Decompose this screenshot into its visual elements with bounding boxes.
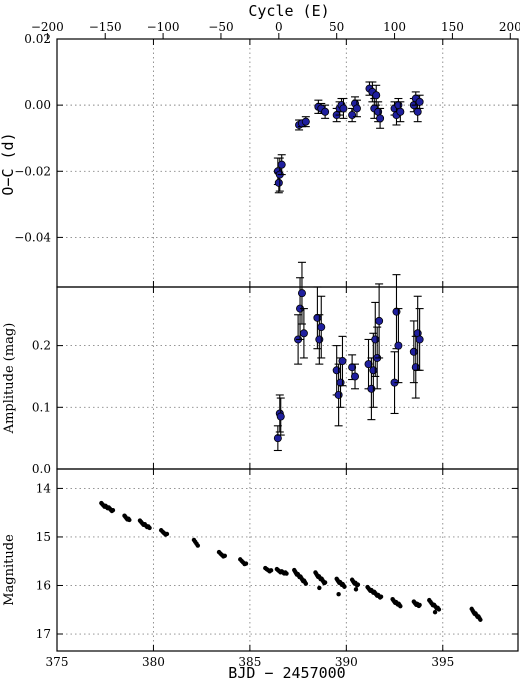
data-point [394,341,403,350]
panel-amplitude: 0.0 0.1 0.2 [32,261,519,476]
data-point [415,335,424,344]
y-tick-label: −0.04 [14,230,51,244]
data-point [372,91,381,100]
top-axis-tick-label: 0 [275,20,283,34]
data-point [317,323,326,332]
y-tick-label: 0.0 [32,462,51,476]
data-point [375,316,384,325]
data-point [432,609,438,615]
top-axis-tick-label: −150 [89,20,122,34]
y-tick-label: −0.02 [14,164,51,178]
data-point [398,603,403,609]
data-point [147,525,152,531]
data-point [351,372,360,381]
panel-frame [56,468,519,652]
data-point [334,390,343,399]
y-tick-label: 17 [36,627,51,641]
data-point [392,307,401,316]
data-point [276,412,285,421]
data-point [342,584,347,589]
data-point [336,592,341,597]
data-point [338,357,347,366]
y-tick-label: 0.1 [32,400,51,414]
y-tick-label: 0.2 [32,339,51,353]
top-axis-tick-label: 200 [499,20,520,34]
data-point [273,434,282,443]
data-point [268,568,274,573]
y-tick-label: 15 [36,530,51,544]
y-tick-label: 0.02 [24,32,51,46]
y-tick-label: 16 [36,578,51,592]
data-point [127,517,132,523]
x-tick-label: 375 [46,655,69,669]
data-point [352,104,361,113]
data-point [313,313,322,322]
ylabel-amplitude: Amplitude (mag) [2,323,17,435]
x-tick-label: 390 [335,655,358,669]
data-point [374,107,383,116]
data-point [376,114,385,123]
x-tick-label: 385 [238,655,261,669]
data-point [284,571,289,576]
data-point [348,111,357,120]
data-point [315,335,324,344]
data-point [413,107,422,116]
data-point [436,607,442,612]
panel-magnitude: 14 15 16 17 375 380 385 390 395 [36,468,519,669]
top-axis-tick-label: −200 [31,20,64,34]
data-point [303,581,309,586]
top-axis-tick-label: 50 [329,20,344,34]
x-tick-label: 395 [431,655,454,669]
top-axis-tick-label: 100 [383,20,406,34]
data-point [222,553,228,558]
ylabel-oc: O−C (d) [0,132,17,195]
data-point [317,585,322,591]
top-axis-tick-label: −50 [208,20,233,34]
ylabel-magnitude: Magnitude [2,534,17,606]
data-point [369,366,378,375]
data-point [336,378,345,387]
data-point [371,335,380,344]
data-point [274,178,283,187]
y-tick-label: 14 [36,481,52,495]
panel-frame [56,286,519,470]
data-point [297,289,306,298]
data-point [409,347,418,356]
data-point [243,561,249,566]
y-tick-label: 0.00 [24,98,51,112]
data-point [353,587,359,592]
data-point [299,329,308,338]
data-point [364,360,373,369]
data-point [378,594,384,599]
data-point [339,104,348,113]
data-point [195,543,201,548]
data-point [110,507,116,513]
data-point [478,617,483,622]
top-axis-label: Cycle (E) [248,2,329,20]
panel-frame [56,38,519,288]
data-point [396,107,405,116]
x-tick-label: 380 [142,655,165,669]
data-point [164,531,170,537]
data-point [277,160,286,169]
panel-oc: −0.04 −0.02 0.00 0.02−200 −150 −100 −50 0 50 100 1… [14,20,520,288]
top-axis-tick-label: −100 [147,20,180,34]
data-point [322,580,328,585]
data-point [394,101,403,110]
xlabel-bjd: BJD − 2457000 [228,664,345,682]
data-point [417,602,422,608]
data-point [332,366,341,375]
top-axis-tick-label: 150 [441,20,464,34]
data-point [301,117,310,126]
data-point [321,107,330,116]
data-point [415,97,424,106]
data-point [355,582,361,587]
data-point [411,363,420,372]
